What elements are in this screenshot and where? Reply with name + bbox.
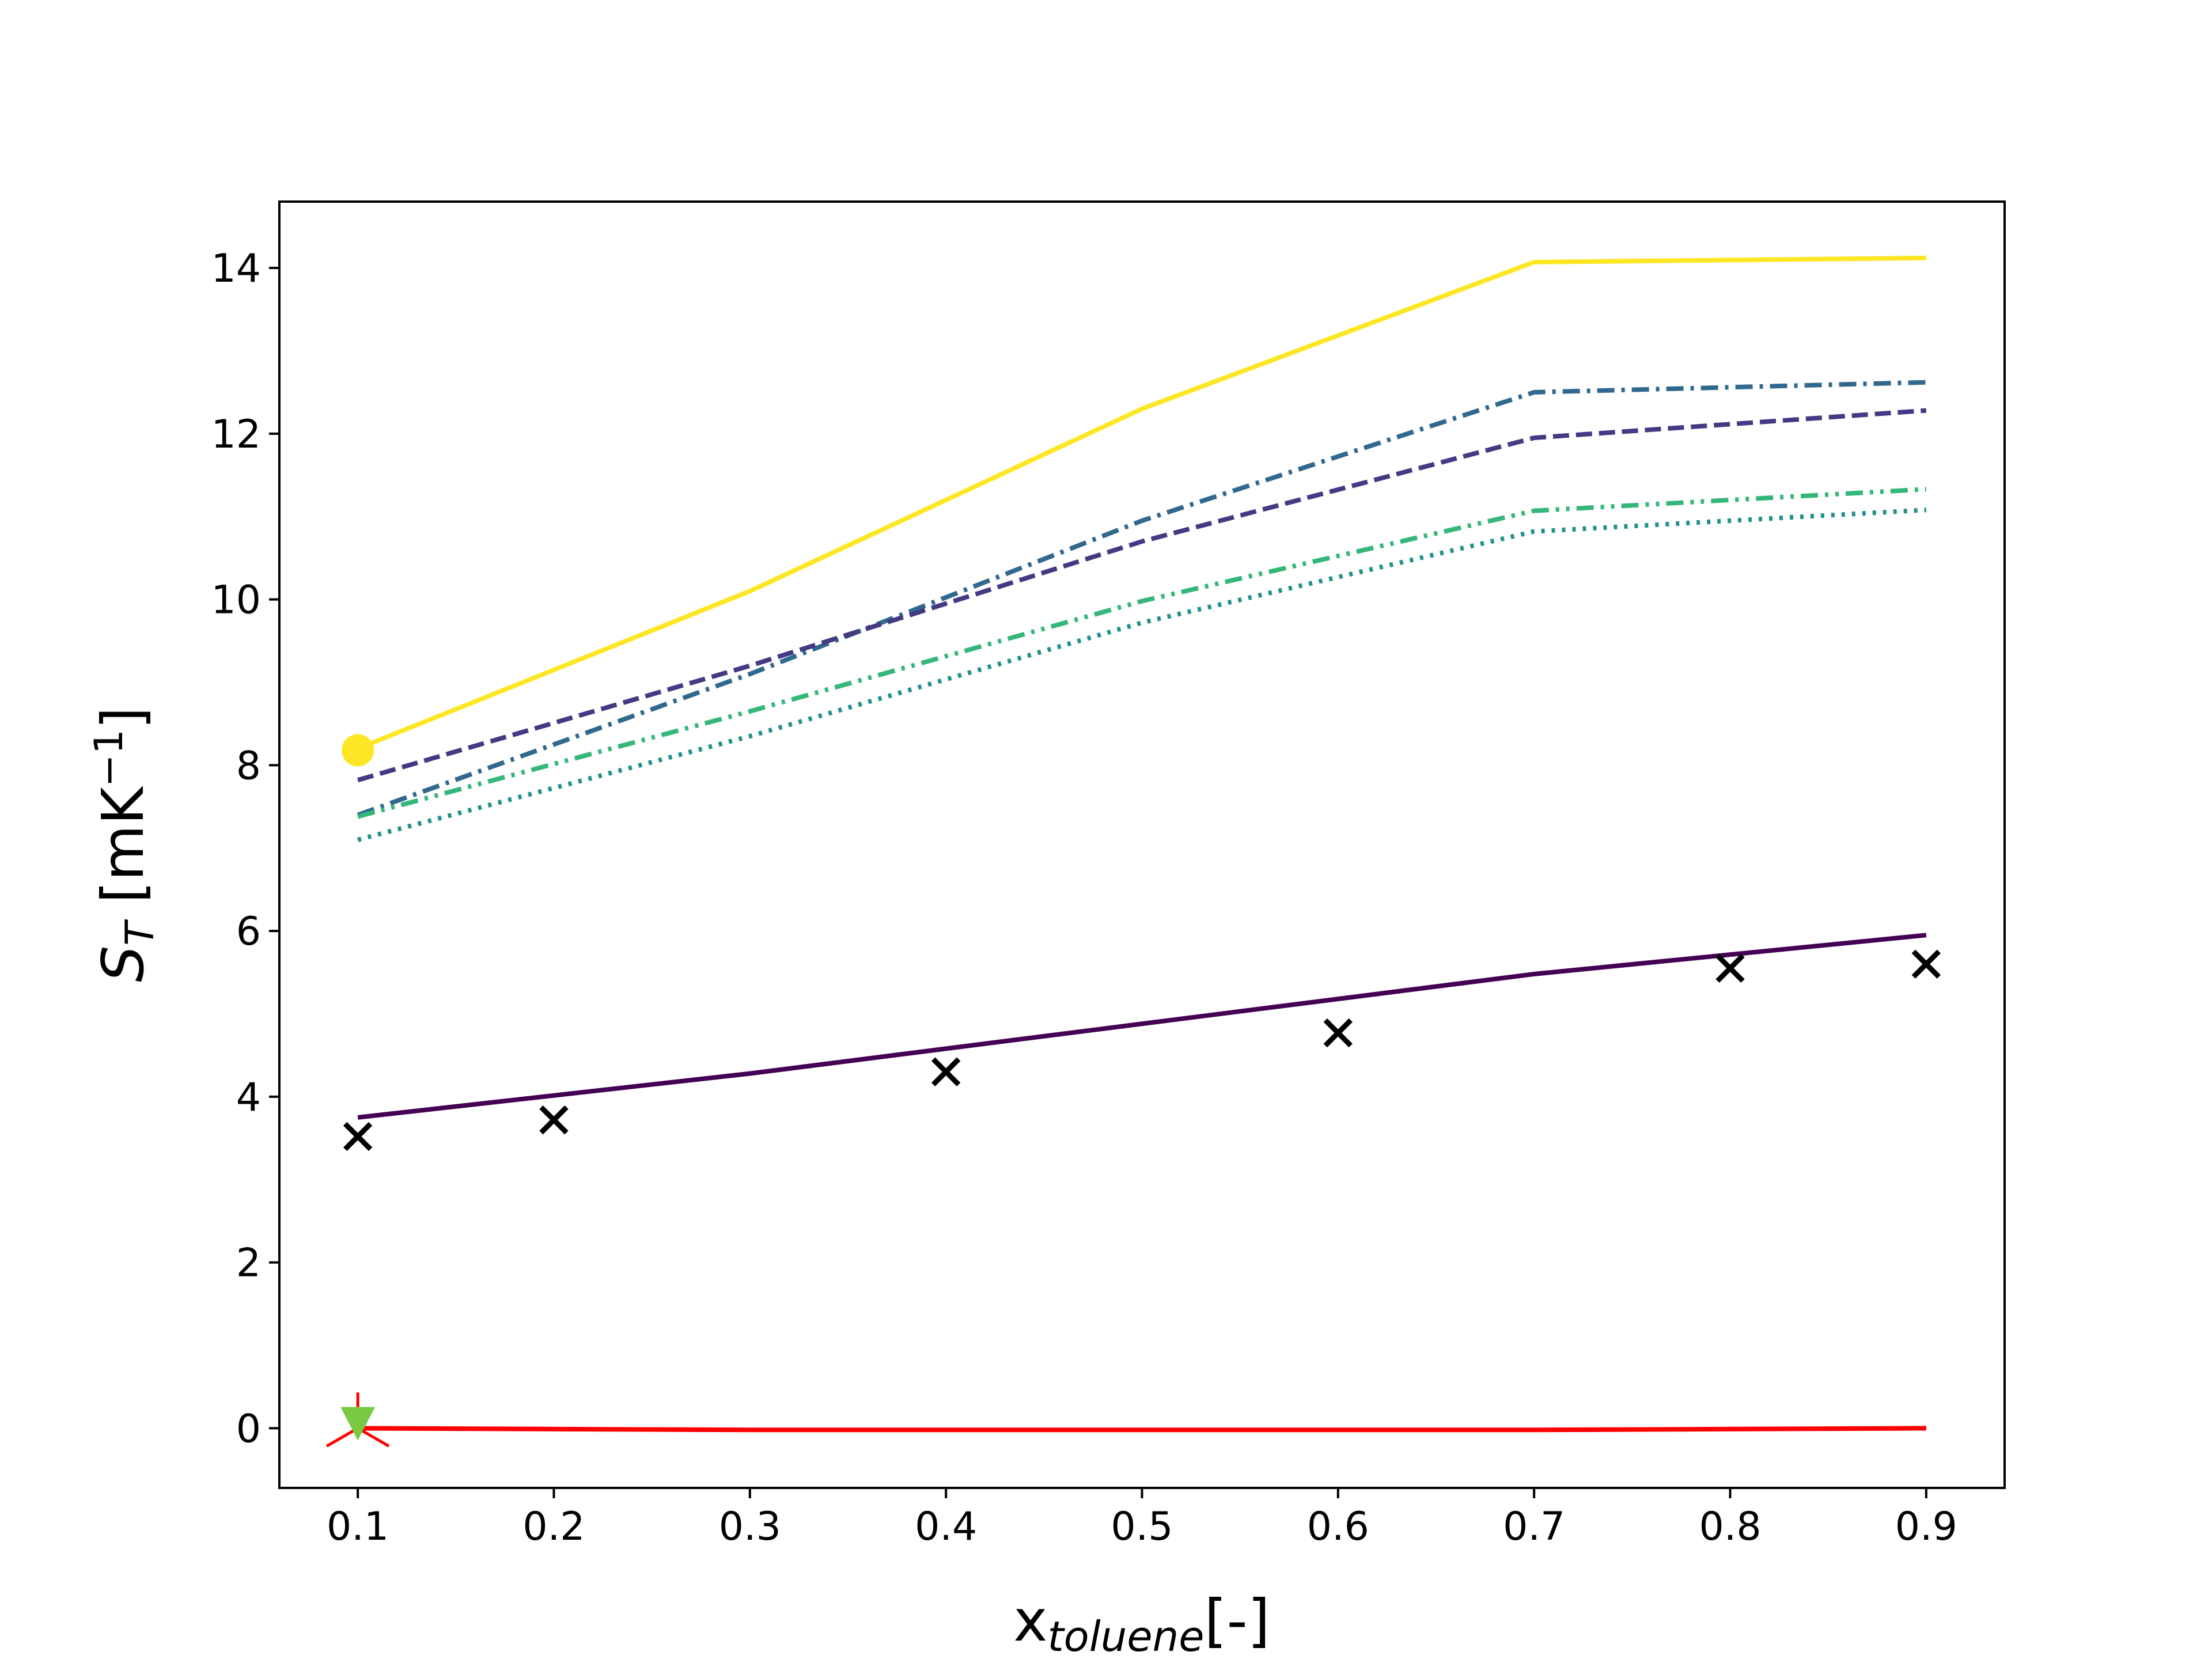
series-6	[325, 1392, 1926, 1448]
series-point	[340, 1407, 376, 1441]
series-point	[342, 734, 374, 767]
x-tick-label: 0.8	[1699, 1504, 1761, 1550]
x-tick-label: 0.2	[522, 1504, 585, 1550]
y-tick-label: 12	[211, 412, 261, 457]
data-point-x	[931, 1057, 961, 1086]
series-8	[343, 949, 1941, 1152]
y-tick-label: 2	[236, 1241, 261, 1286]
series-line	[357, 408, 1927, 783]
x-tick-label: 0.7	[1503, 1504, 1565, 1550]
series-2	[357, 408, 1927, 783]
x-axis-label-suffix: [-]	[1205, 1587, 1270, 1654]
x-tick-label: 0.1	[327, 1504, 389, 1550]
data-point-x	[1323, 1018, 1353, 1048]
x-axis-label-main: x	[1013, 1587, 1047, 1654]
series-layer	[325, 255, 1941, 1448]
y-tick-label: 10	[211, 578, 261, 623]
series-7	[340, 1407, 376, 1441]
y-tick-label: 14	[211, 246, 261, 291]
y-axis-label-sup: −1	[86, 729, 132, 787]
x-axis-label-sub: toluene	[1047, 1612, 1204, 1659]
y-axis-label-main: S	[89, 946, 157, 982]
series-line	[357, 487, 1927, 819]
series-4	[357, 507, 1927, 842]
x-axis-label: xtoluene[-]	[1013, 1587, 1270, 1659]
series-line	[357, 933, 1927, 1120]
x-tick-label: 0.6	[1307, 1504, 1369, 1550]
series-5	[357, 933, 1927, 1120]
x-tick-label: 0.5	[1111, 1504, 1173, 1550]
x-tick-label: 0.4	[915, 1504, 977, 1550]
data-point-x	[343, 1122, 373, 1152]
series-1	[357, 380, 1926, 817]
y-tick-label: 0	[236, 1406, 261, 1452]
y-axis-label: ST [mK−1]	[86, 707, 163, 982]
series-3	[357, 487, 1927, 819]
series-line	[358, 1426, 1926, 1433]
series-line	[357, 255, 1926, 751]
x-tick-label: 0.9	[1895, 1504, 1957, 1550]
y-axis-label-suffix: [mK	[89, 786, 157, 922]
data-point-x	[1715, 953, 1745, 983]
ticks-layer: 0.1 0.2 0.3 0.4 0.5 0.6 0.7 0.8 0.9 0 2 4 6 8 10 12 14	[211, 246, 1957, 1550]
y-tick-label: 8	[236, 743, 261, 789]
y-axis-label-close: ]	[89, 707, 157, 729]
x-tick-label: 0.3	[719, 1504, 781, 1550]
series-line	[357, 380, 1926, 817]
plot-frame	[278, 200, 2006, 1489]
series-0	[342, 255, 1926, 767]
data-point-x	[1911, 949, 1941, 979]
y-tick-label: 4	[236, 1075, 261, 1120]
y-axis-label-sub: T	[118, 919, 163, 946]
y-tick-label: 6	[236, 909, 261, 955]
series-line	[357, 507, 1927, 842]
data-point-x	[539, 1105, 569, 1135]
